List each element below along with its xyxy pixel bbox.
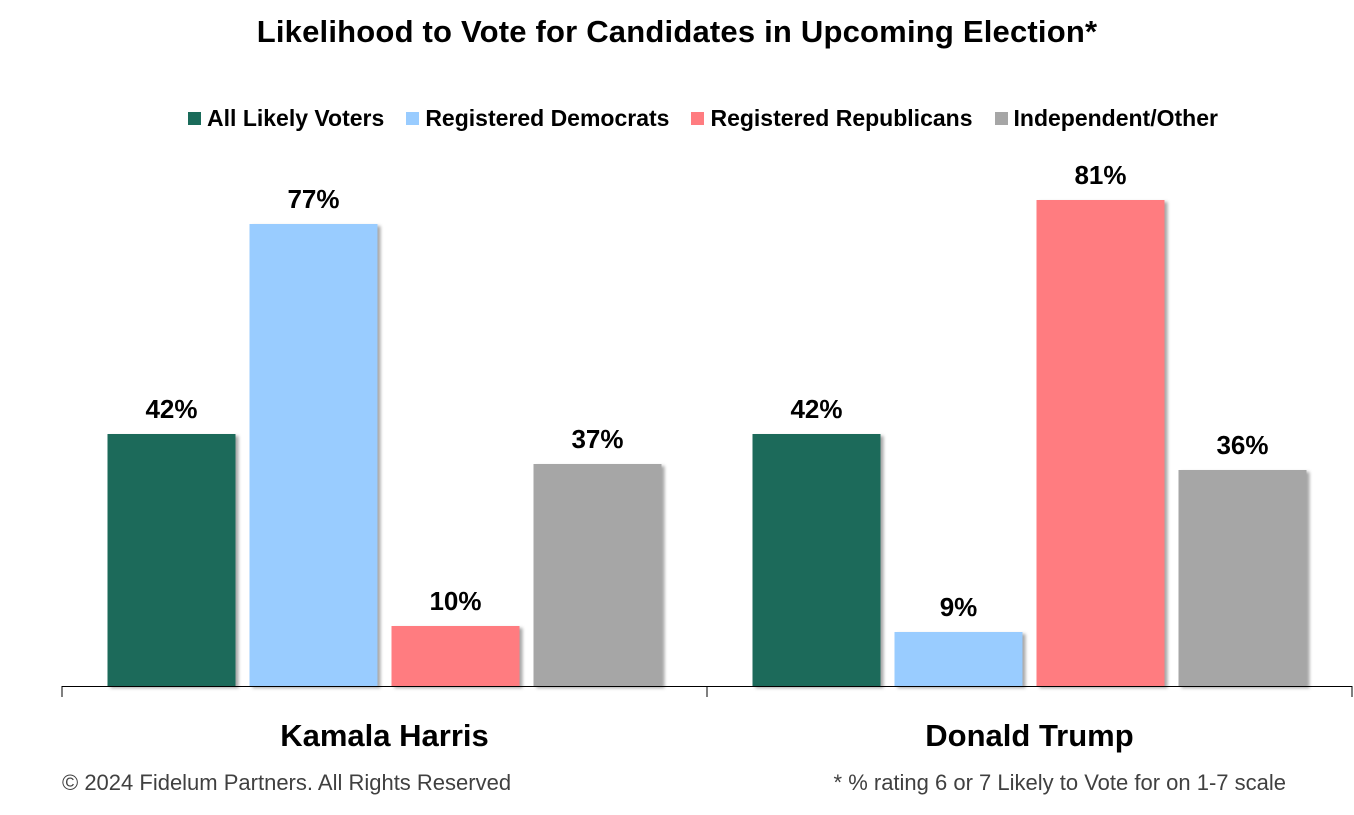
legend-item-all-likely-voters: All Likely Voters (188, 103, 384, 133)
data-label-kamala-harris-independent-other: 37% (571, 424, 623, 454)
data-label-donald-trump-registered-democrats: 9% (940, 592, 978, 622)
footnote-text: * % rating 6 or 7 Likely to Vote for on … (833, 770, 1286, 795)
bar-donald-trump-registered-democrats (894, 632, 1023, 686)
bar-kamala-harris-all-likely-voters (107, 434, 236, 686)
data-label-kamala-harris-registered-democrats: 77% (287, 184, 339, 214)
bars-group: 42% 77% 10% 37% 42% 9% 81% 36% (107, 160, 1307, 686)
legend-item-registered-democrats: Registered Democrats (406, 103, 669, 133)
bar-kamala-harris-registered-republicans (391, 626, 520, 686)
legend-item-independent-other: Independent/Other (994, 103, 1218, 133)
bar-donald-trump-all-likely-voters (752, 434, 881, 686)
bar-kamala-harris-independent-other (533, 464, 662, 686)
legend-item-registered-republicans: Registered Republicans (691, 103, 973, 133)
legend: All Likely Voters Registered Democrats R… (0, 103, 1354, 133)
bar-kamala-harris-registered-democrats (249, 224, 378, 686)
data-label-kamala-harris-all-likely-voters: 42% (145, 394, 197, 424)
chart-title: Likelihood to Vote for Candidates in Upc… (256, 14, 1098, 49)
category-label-donald-trump: Donald Trump (925, 718, 1133, 753)
data-label-kamala-harris-registered-republicans: 10% (429, 586, 481, 616)
bar-donald-trump-registered-republicans (1036, 200, 1165, 686)
legend-label: Registered Democrats (425, 104, 670, 131)
data-label-donald-trump-independent-other: 36% (1216, 430, 1268, 460)
legend-label: All Likely Voters (207, 104, 385, 131)
bar-donald-trump-independent-other (1178, 470, 1307, 686)
legend-swatch (691, 111, 705, 125)
legend-label: Registered Republicans (710, 104, 973, 131)
copyright-text: © 2024 Fidelum Partners. All Rights Rese… (62, 770, 512, 795)
legend-swatch (406, 111, 420, 125)
data-label-donald-trump-all-likely-voters: 42% (790, 394, 842, 424)
legend-swatch (994, 111, 1008, 125)
data-label-donald-trump-registered-republicans: 81% (1074, 160, 1126, 190)
legend-swatch (188, 111, 202, 125)
legend-label: Independent/Other (1013, 104, 1218, 131)
category-label-kamala-harris: Kamala Harris (280, 718, 489, 753)
x-axis: Kamala Harris Donald Trump (61, 686, 1353, 753)
